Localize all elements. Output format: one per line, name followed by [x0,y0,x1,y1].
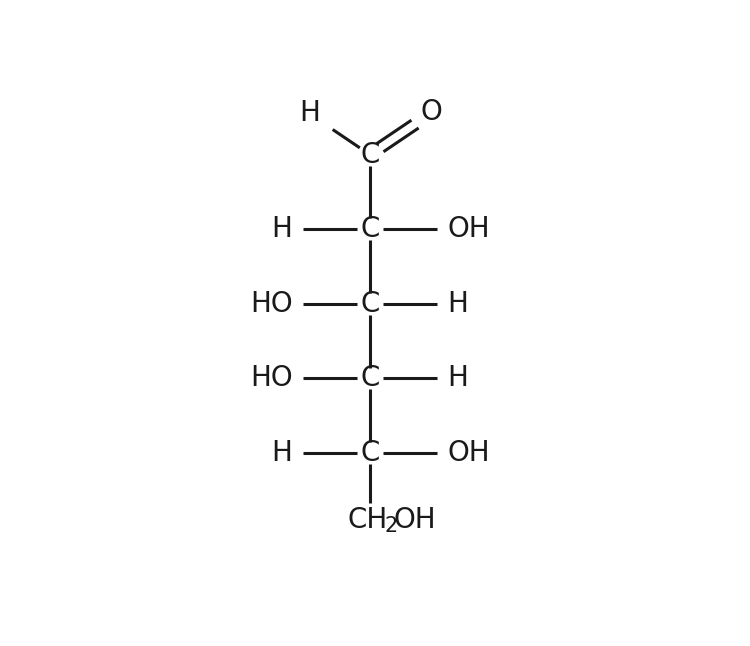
Text: H: H [272,215,292,244]
Text: OH: OH [393,506,436,534]
Text: H: H [299,99,320,127]
Text: C: C [360,141,380,169]
Text: O: O [420,98,442,127]
Text: C: C [360,215,380,244]
Text: HO: HO [250,364,292,393]
Text: C: C [360,364,380,393]
Text: H: H [447,290,468,318]
Text: OH: OH [447,215,490,244]
Text: H: H [447,364,468,393]
Text: C: C [360,290,380,318]
Text: OH: OH [447,439,490,467]
Text: HO: HO [250,290,292,318]
Text: 2: 2 [384,516,398,536]
Text: H: H [272,439,292,467]
Text: C: C [360,439,380,467]
Text: CH: CH [348,506,388,534]
